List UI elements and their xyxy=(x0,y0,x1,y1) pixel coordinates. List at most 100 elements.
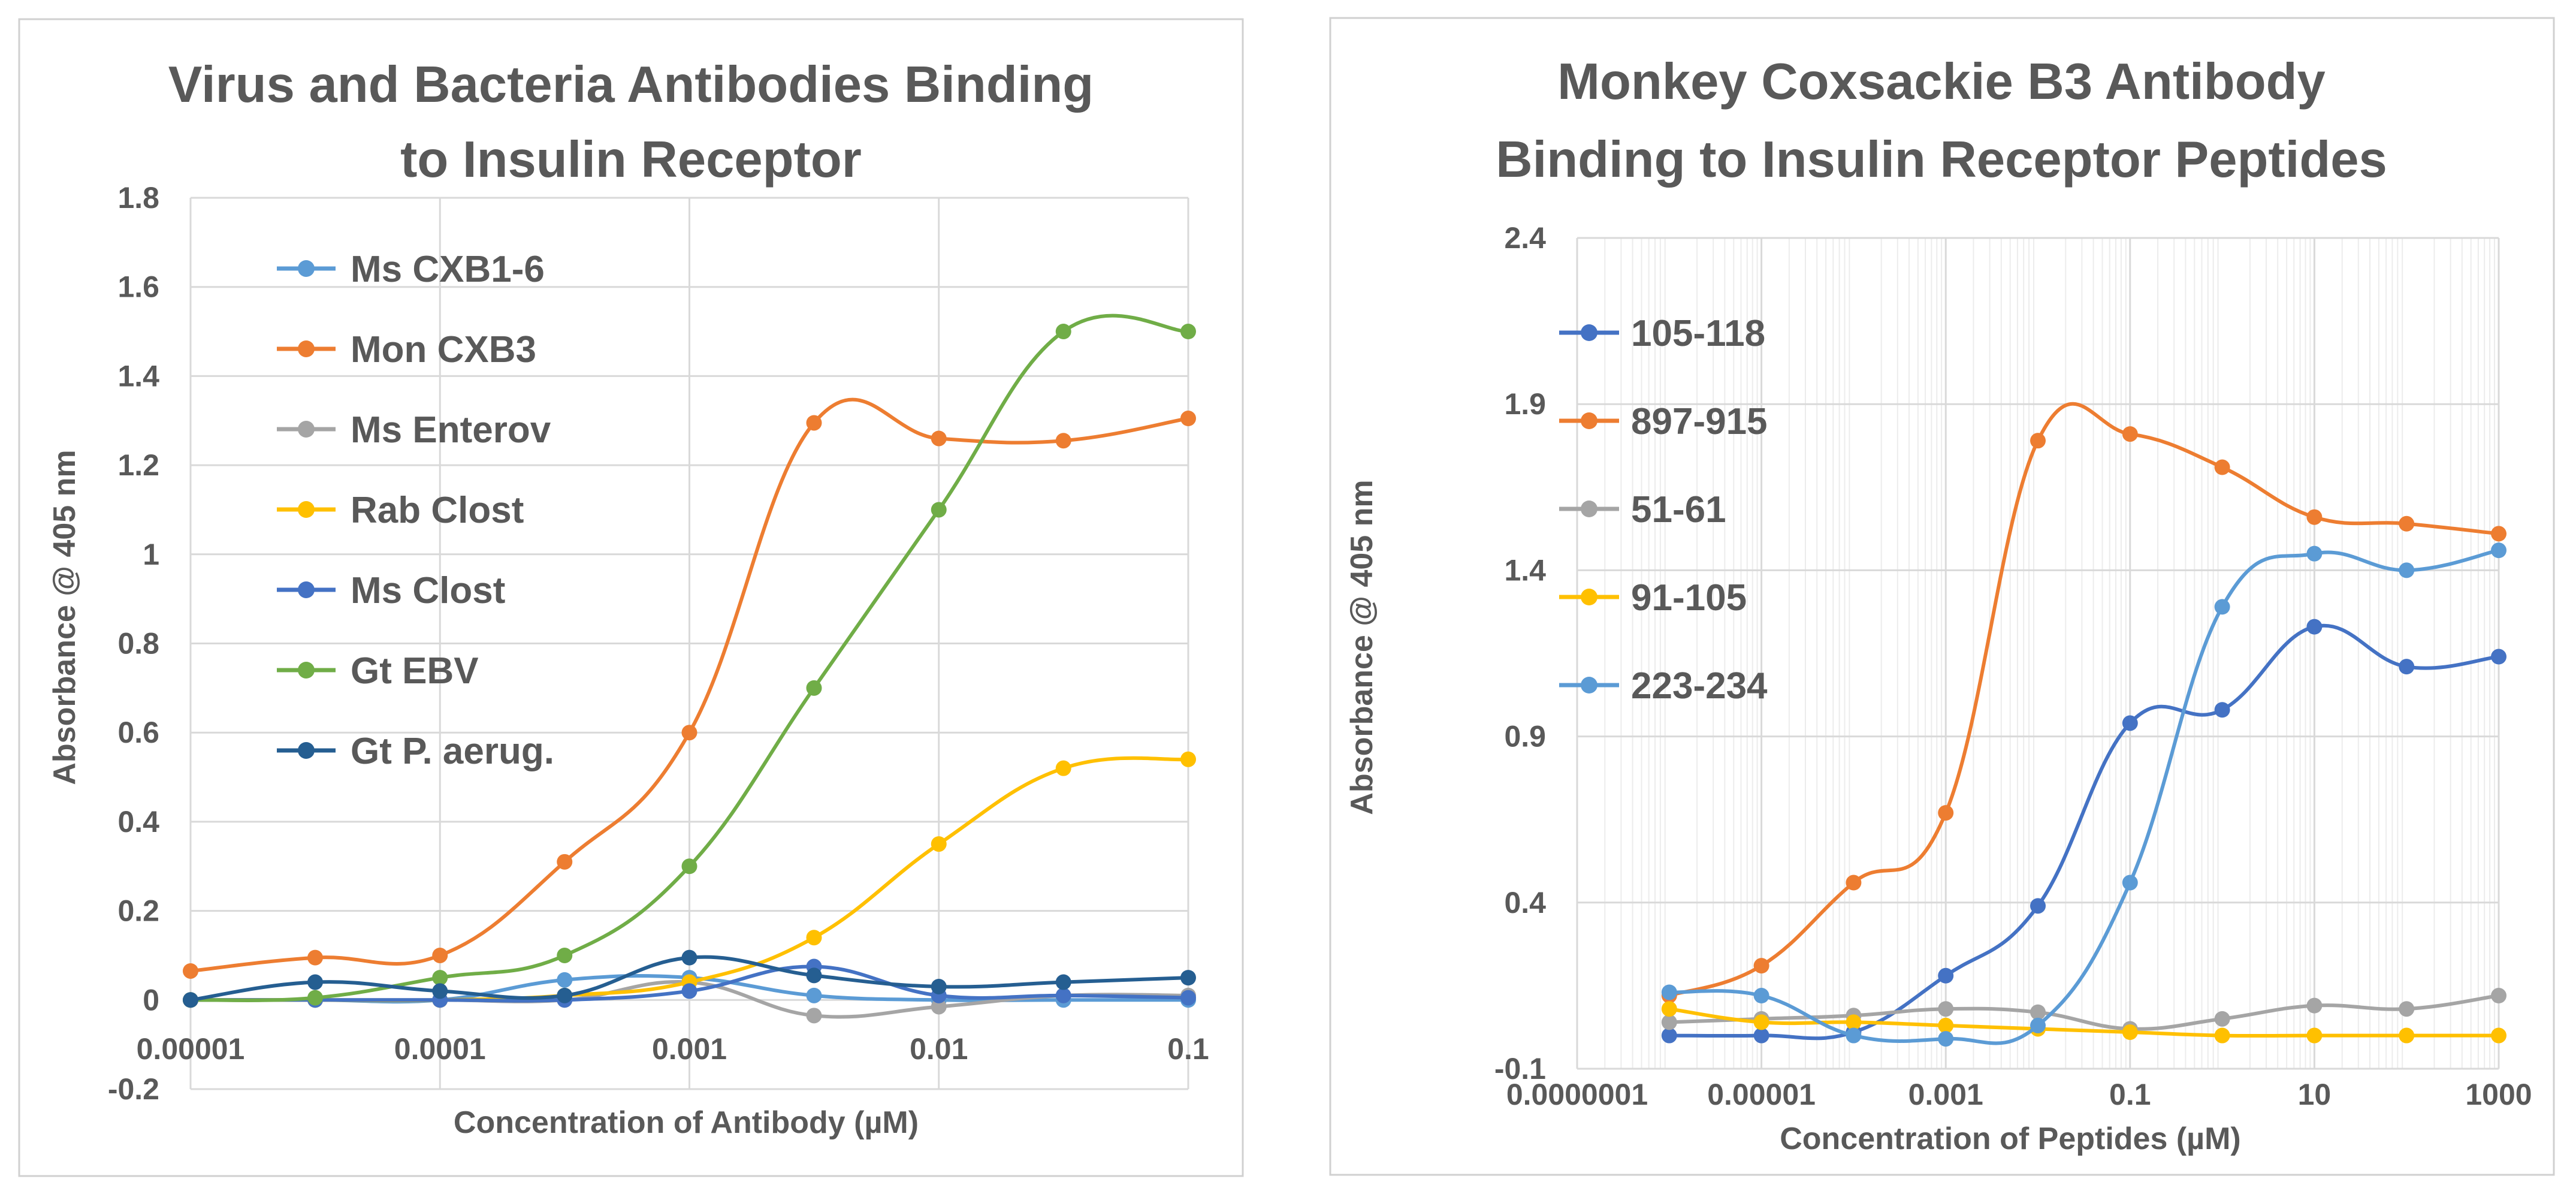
series-line-4 xyxy=(1669,1007,2499,1038)
legend: Ms CXB1-6 Mon CXB3 Ms Enterov Rab Clost Ms C… xyxy=(277,249,554,772)
data-point xyxy=(1938,805,1954,821)
data-point xyxy=(2122,1024,2138,1041)
x-tick-label: 0.1 xyxy=(1167,1032,1209,1066)
y-tick-label: 1.4 xyxy=(117,359,159,393)
legend-swatch-marker xyxy=(298,662,315,679)
legend-swatch-marker xyxy=(1581,589,1597,605)
data-point xyxy=(931,430,947,447)
data-point xyxy=(931,978,947,994)
y-axis-label: Absorbance @ 405 nm xyxy=(47,450,82,785)
data-point xyxy=(2399,659,2415,675)
data-point xyxy=(2491,649,2506,665)
y-tick-labels: -0.1 0.4 0.9 1.4 1.9 2.4 xyxy=(1494,221,1546,1086)
y-tick-label: 1.9 xyxy=(1504,387,1546,421)
gridlines xyxy=(1576,237,2500,1070)
y-tick-label: 1 xyxy=(143,538,159,571)
data-point xyxy=(2214,1011,2230,1027)
data-point xyxy=(2491,542,2506,559)
legend-label: Ms Enterov xyxy=(351,409,551,451)
y-tick-label: 1.4 xyxy=(1504,553,1546,587)
y-tick-label: 1.2 xyxy=(117,448,159,482)
data-point xyxy=(1055,987,1071,1003)
y-tick-label: 1.6 xyxy=(117,270,159,304)
y-tick-label: 0.8 xyxy=(117,627,159,661)
data-point xyxy=(432,947,448,963)
chart-title-line-1: Monkey Coxsackie B3 Antibody xyxy=(1557,53,2326,110)
data-point xyxy=(2030,433,2046,449)
x-tick-label: 0.001 xyxy=(1908,1078,1983,1111)
data-point xyxy=(1938,967,1954,984)
y-tick-label: 0.4 xyxy=(1504,886,1546,919)
data-point xyxy=(1055,324,1071,340)
x-tick-label: 0.1 xyxy=(2109,1078,2151,1111)
legend-label: 51-61 xyxy=(1631,489,1726,530)
data-point xyxy=(2399,515,2415,532)
series-lines xyxy=(183,313,1196,1024)
series-line-5 xyxy=(1669,548,2499,1045)
legend-label: Mon CXB3 xyxy=(351,329,536,370)
data-point xyxy=(806,1008,822,1024)
series-line-6 xyxy=(190,313,1189,1002)
data-point xyxy=(557,987,573,1003)
data-point xyxy=(2399,1001,2415,1017)
data-point xyxy=(2399,1027,2415,1044)
legend-swatch-marker xyxy=(298,340,315,357)
series-line-1 xyxy=(1669,623,2499,1041)
data-point xyxy=(1180,990,1196,1006)
data-point xyxy=(307,974,323,990)
x-axis-label: Concentration of Antibody (µM) xyxy=(454,1105,919,1140)
data-point xyxy=(681,983,697,999)
data-point xyxy=(1938,1017,1954,1033)
data-point xyxy=(1055,760,1071,776)
data-point xyxy=(1055,433,1071,449)
data-point xyxy=(1753,988,1769,1004)
data-point xyxy=(1180,751,1196,767)
x-tick-label: 0.001 xyxy=(652,1032,727,1066)
data-point xyxy=(1846,875,1862,891)
legend-label: Gt P. aerug. xyxy=(351,731,554,772)
x-axis-label: Concentration of Peptides (µM) xyxy=(1780,1121,2241,1156)
legend-swatch-marker xyxy=(1581,677,1597,694)
data-point xyxy=(1753,1027,1769,1044)
y-tick-label: -0.1 xyxy=(1494,1052,1546,1086)
x-tick-label: 10 xyxy=(2298,1078,2332,1111)
data-point xyxy=(2030,1004,2046,1020)
chart-antibody-binding: -0.200.20.40.60.811.21.41.61.8 0.00001 0.… xyxy=(18,18,1244,1177)
x-tick-label: 0.0001 xyxy=(394,1032,486,1066)
data-point xyxy=(2122,875,2138,891)
data-point xyxy=(806,930,822,946)
y-tick-label: 0.6 xyxy=(117,716,159,749)
y-tick-label: -0.2 xyxy=(108,1072,159,1106)
legend-swatch-marker xyxy=(298,581,315,598)
data-point xyxy=(1661,984,1677,1000)
x-tick-labels: 0.0000001 0.00001 0.001 0.1 10 1000 xyxy=(1506,1078,2532,1111)
data-point xyxy=(557,947,573,963)
x-tick-label: 0.0000001 xyxy=(1506,1078,1648,1111)
data-point xyxy=(1055,974,1071,990)
data-point xyxy=(2214,702,2230,718)
data-point xyxy=(432,983,448,999)
y-tick-label: 1.8 xyxy=(117,181,159,215)
data-point xyxy=(931,999,947,1015)
y-tick-label: 0.2 xyxy=(117,894,159,928)
data-point xyxy=(1180,324,1196,340)
data-point xyxy=(806,415,822,431)
legend-label: 223-234 xyxy=(1631,665,1768,707)
data-point xyxy=(2214,599,2230,615)
x-tick-label: 0.01 xyxy=(910,1032,968,1066)
data-point xyxy=(2214,1027,2230,1044)
y-axis-label: Absorbance @ 405 nm xyxy=(1345,480,1379,815)
x-tick-label: 0.00001 xyxy=(1707,1078,1816,1111)
data-point xyxy=(806,967,822,984)
data-point xyxy=(307,949,323,966)
data-point xyxy=(681,858,697,875)
data-point xyxy=(2030,1017,2046,1033)
legend: 105-118 897-915 51-61 91-105 223-234 xyxy=(1559,313,1768,707)
data-point xyxy=(2491,988,2506,1004)
y-tick-label: 0.9 xyxy=(1504,720,1546,753)
chart-peptide-binding: -0.10.40.91.41.92.4 0.0000001 0.00001 0.00… xyxy=(1329,17,2555,1176)
data-point xyxy=(2306,509,2323,525)
data-point xyxy=(1846,1027,1862,1044)
data-point xyxy=(2491,526,2506,542)
legend-swatch-marker xyxy=(298,742,315,759)
